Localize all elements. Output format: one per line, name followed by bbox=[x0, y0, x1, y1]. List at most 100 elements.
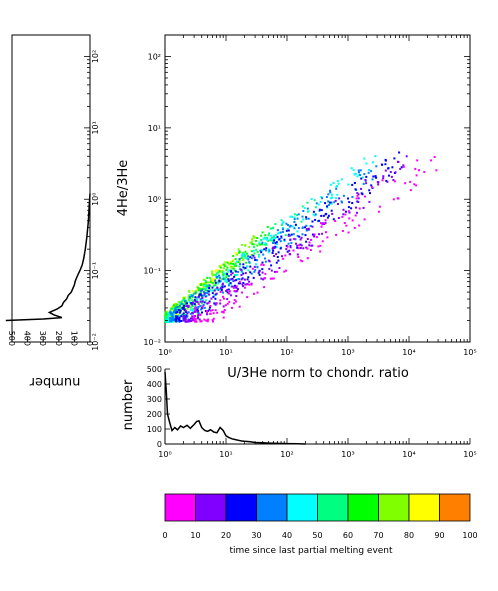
scatter-point bbox=[212, 278, 215, 281]
scatter-point bbox=[227, 275, 230, 278]
scatter-point bbox=[384, 163, 387, 166]
scatter-point bbox=[261, 243, 263, 246]
scatter-point bbox=[242, 285, 244, 288]
scatter-point bbox=[365, 182, 368, 185]
bottom-histogram-y-label: number bbox=[121, 379, 136, 430]
scatter-point bbox=[264, 237, 267, 240]
scatter-point bbox=[230, 273, 233, 276]
scatter-point bbox=[272, 249, 275, 252]
scatter-point bbox=[197, 303, 200, 306]
scatter-point bbox=[375, 165, 378, 168]
scatter-point bbox=[261, 241, 264, 244]
scatter-point bbox=[354, 188, 357, 191]
scatter-point bbox=[209, 305, 212, 307]
scatter-point bbox=[399, 167, 402, 170]
scatter-point bbox=[330, 201, 333, 204]
scatter-point bbox=[300, 236, 303, 239]
scatter-point bbox=[179, 314, 181, 317]
scatter-point bbox=[238, 305, 241, 308]
scatter-point bbox=[205, 285, 208, 288]
scatter-point bbox=[222, 297, 225, 300]
scatter-point bbox=[188, 299, 191, 302]
scatter-point bbox=[169, 311, 172, 314]
scatter-point bbox=[222, 278, 225, 281]
scatter-point bbox=[221, 270, 224, 272]
scatter-point bbox=[293, 221, 296, 223]
scatter-point bbox=[264, 272, 267, 275]
scatter-point bbox=[192, 301, 194, 304]
scatter-point bbox=[211, 289, 214, 292]
scatter-point bbox=[301, 226, 304, 229]
scatter-point bbox=[180, 302, 183, 305]
scatter-point bbox=[238, 265, 241, 268]
colorbar-cells bbox=[164, 493, 471, 522]
scatter-point bbox=[222, 273, 225, 276]
scatter-point bbox=[293, 216, 296, 219]
scatter-point bbox=[368, 168, 370, 171]
scatter-point bbox=[282, 228, 284, 231]
x-tick-label: 10⁵ bbox=[463, 348, 476, 357]
scatter-point bbox=[195, 291, 198, 294]
scatter-point bbox=[182, 307, 185, 310]
scatter-point bbox=[232, 280, 235, 283]
scatter-point bbox=[369, 192, 371, 195]
scatter-point bbox=[350, 207, 353, 210]
scatter-point bbox=[190, 298, 193, 301]
scatter-point bbox=[268, 248, 270, 251]
scatter-point bbox=[247, 276, 250, 279]
scatter-point bbox=[192, 300, 195, 302]
y-tick-label: 10⁰ bbox=[148, 195, 161, 204]
scatter-point bbox=[382, 175, 385, 178]
scatter-point bbox=[430, 159, 433, 162]
scatter-point bbox=[280, 219, 283, 222]
scatter-point bbox=[196, 310, 199, 313]
x-tick-label: 200 bbox=[54, 331, 63, 346]
scatter-point bbox=[233, 279, 236, 282]
y-tick-label: 10⁰ bbox=[91, 193, 100, 206]
scatter-point bbox=[409, 189, 412, 192]
scatter-point bbox=[311, 220, 314, 223]
scatter-point bbox=[357, 169, 360, 172]
scatter-point bbox=[237, 288, 239, 290]
scatter-point bbox=[324, 202, 327, 205]
scatter-point bbox=[248, 283, 251, 286]
scatter-point bbox=[180, 320, 183, 322]
scatter-point bbox=[345, 224, 348, 227]
scatter-point bbox=[353, 173, 356, 176]
scatter-point bbox=[230, 270, 232, 273]
scatter-point bbox=[218, 265, 221, 268]
scatter-point bbox=[171, 308, 174, 310]
scatter-point bbox=[351, 202, 354, 204]
scatter-point bbox=[215, 272, 218, 275]
scatter-point bbox=[246, 296, 249, 299]
scatter-point bbox=[202, 288, 205, 291]
scatter-point bbox=[393, 157, 396, 160]
scatter-point bbox=[327, 204, 330, 206]
scatter-point bbox=[343, 222, 346, 224]
scatter-point bbox=[248, 261, 251, 264]
scatter-point bbox=[260, 239, 263, 241]
scatter-point bbox=[228, 263, 231, 266]
scatter-point bbox=[199, 314, 202, 317]
scatter-point bbox=[328, 201, 331, 204]
scatter-point bbox=[223, 309, 226, 311]
colorbar-label: time since last partial melting event bbox=[229, 546, 393, 556]
scatter-point bbox=[329, 191, 332, 194]
scatter-point bbox=[282, 257, 285, 260]
left-histogram-line bbox=[5, 193, 91, 322]
scatter-point bbox=[354, 214, 357, 217]
y-tick-label: 300 bbox=[147, 395, 162, 404]
scatter-point bbox=[263, 243, 266, 246]
scatter-point bbox=[331, 212, 334, 215]
scatter-point bbox=[253, 256, 256, 259]
scatter-point bbox=[274, 223, 277, 226]
scatter-point bbox=[272, 277, 275, 280]
scatter-point bbox=[233, 290, 236, 292]
scatter-point bbox=[231, 272, 234, 275]
scatter-point bbox=[193, 303, 196, 306]
scatter-point bbox=[276, 243, 278, 246]
scatter-point bbox=[218, 279, 221, 282]
scatter-point bbox=[322, 214, 325, 217]
scatter-point bbox=[251, 238, 254, 241]
scatter-point bbox=[312, 213, 315, 216]
